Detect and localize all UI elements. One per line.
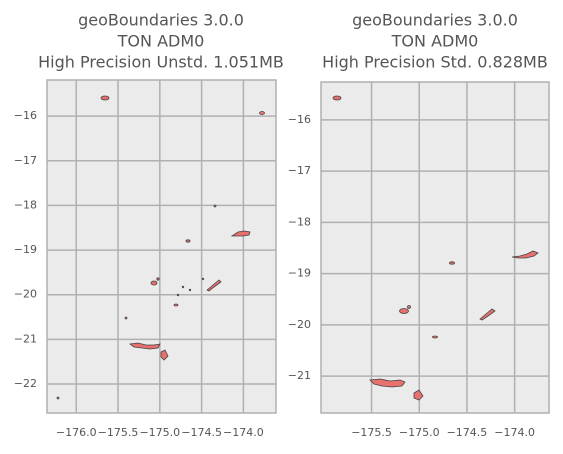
y-tick-label: −17 (14, 154, 37, 167)
island (56, 396, 60, 400)
island (206, 279, 222, 292)
island (188, 288, 192, 292)
island (160, 349, 169, 361)
island (201, 277, 205, 281)
x-tick-label: −175.0 (139, 426, 180, 439)
island (181, 285, 185, 289)
islands (56, 95, 265, 400)
y-tick-label: −19 (288, 267, 311, 280)
island (413, 389, 424, 401)
x-tick-label: −176.0 (56, 426, 97, 439)
x-tick-label: −174.0 (223, 426, 264, 439)
island (150, 280, 158, 286)
x-tick-label: −174.5 (447, 426, 488, 439)
island (230, 230, 251, 237)
island (176, 293, 180, 297)
chart-title: TON ADM0 (391, 32, 479, 51)
plot-area (46, 79, 277, 414)
y-tick-label: −18 (14, 198, 37, 211)
y-tick-label: −20 (288, 318, 311, 331)
x-tick-label: −174.5 (181, 426, 222, 439)
y-tick-label: −18 (288, 215, 311, 228)
chart-title: TON ADM0 (117, 32, 205, 51)
x-tick-label: −175.0 (399, 426, 440, 439)
island (156, 277, 160, 281)
island (511, 250, 539, 259)
island (173, 303, 179, 307)
x-tick-label: −175.5 (351, 426, 392, 439)
island (124, 316, 128, 320)
y-tick-label: −20 (14, 288, 37, 301)
island (407, 305, 411, 309)
plot-area (320, 81, 550, 414)
island (432, 335, 438, 339)
chart-title: High Precision Std. 0.828MB (322, 53, 548, 72)
y-tick-label: −21 (14, 332, 37, 345)
island (259, 111, 265, 115)
island (369, 378, 406, 388)
island (185, 239, 191, 243)
y-tick-label: −17 (288, 164, 311, 177)
island (399, 308, 409, 314)
y-tick-label: −16 (288, 113, 311, 126)
chart-title: geoBoundaries 3.0.0 (78, 11, 244, 30)
island (128, 342, 161, 350)
island (213, 204, 217, 208)
x-tick-label: −175.5 (98, 426, 139, 439)
y-tick-label: −19 (14, 243, 37, 256)
y-tick-label: −21 (288, 369, 311, 382)
island (332, 95, 342, 101)
island (100, 95, 110, 101)
chart-title: High Precision Unstd. 1.051MB (38, 53, 284, 72)
chart-title: geoBoundaries 3.0.0 (352, 11, 518, 30)
map-panel: geoBoundaries 3.0.0 TON ADM0 High Precisio… (14, 11, 284, 440)
y-tick-label: −22 (14, 377, 37, 390)
islands (332, 95, 539, 401)
y-tick-label: −16 (14, 109, 37, 122)
x-tick-label: −174.0 (494, 426, 535, 439)
island (479, 308, 496, 321)
island (449, 261, 455, 265)
map-panel: geoBoundaries 3.0.0 TON ADM0 High Precisio… (288, 11, 550, 439)
